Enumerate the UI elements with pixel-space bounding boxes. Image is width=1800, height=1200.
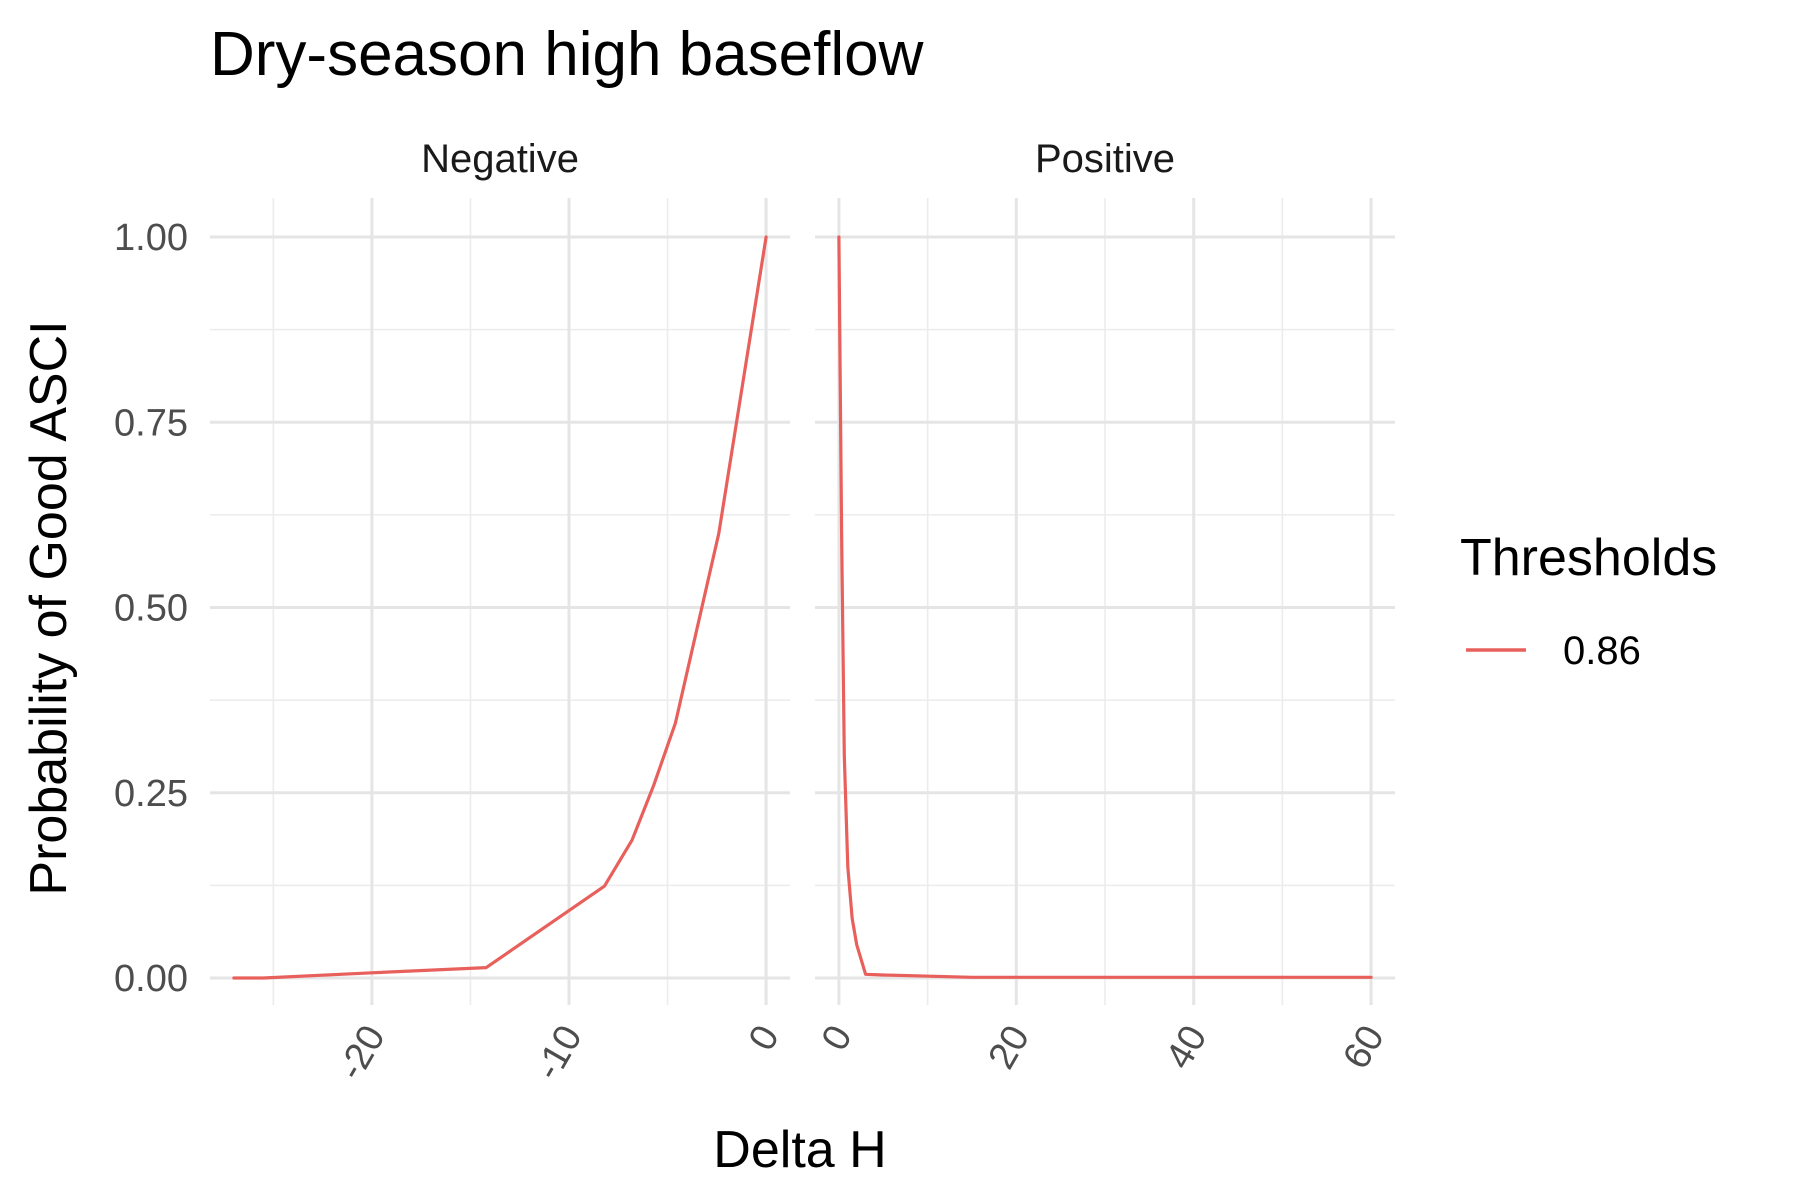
y-tick-label: 0.25 xyxy=(114,773,188,815)
x-tick-label: 0 xyxy=(814,1019,861,1058)
legend-title: Thresholds xyxy=(1460,529,1717,587)
facet-strip-label: Negative xyxy=(421,137,579,181)
panel-negative: Negative -20 -10 0 xyxy=(210,137,790,1087)
facet-strip-label: Positive xyxy=(1035,137,1175,181)
y-tick-label: 0.00 xyxy=(114,958,188,1000)
x-tick-label: 0 xyxy=(741,1019,788,1058)
panel-positive: Positive 0 20 40 60 xyxy=(814,137,1395,1076)
series-line-positive xyxy=(837,235,1373,979)
series-line-negative xyxy=(232,235,768,980)
x-tick-label: 20 xyxy=(981,1019,1039,1077)
x-tick-label: 60 xyxy=(1335,1019,1393,1077)
y-axis-title: Probability of Good ASCI xyxy=(20,320,78,895)
y-axis-ticks: 0.00 0.25 0.50 0.75 1.00 xyxy=(114,217,188,1000)
chart-title: Dry-season high baseflow xyxy=(210,20,924,89)
x-tick-label: -20 xyxy=(330,1019,394,1088)
x-tick-label: 40 xyxy=(1158,1019,1216,1077)
legend: Thresholds 0.86 xyxy=(1460,529,1717,673)
y-tick-label: 1.00 xyxy=(114,217,188,259)
y-tick-label: 0.50 xyxy=(114,588,188,630)
y-tick-label: 0.75 xyxy=(114,402,188,444)
x-tick-label: -10 xyxy=(527,1019,591,1088)
legend-label: 0.86 xyxy=(1563,629,1641,673)
x-axis-title: Delta H xyxy=(713,1121,886,1179)
